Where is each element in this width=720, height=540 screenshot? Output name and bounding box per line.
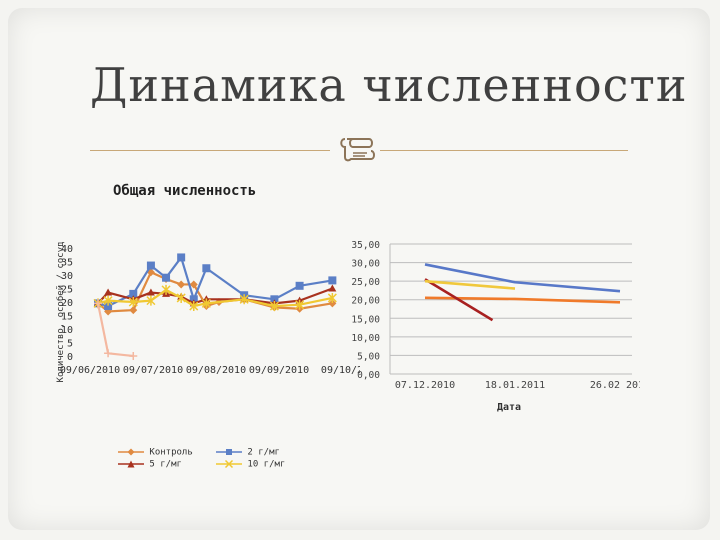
right-series-line <box>424 263 621 293</box>
left-data-point <box>189 301 199 312</box>
scroll-ornament-icon <box>340 138 375 162</box>
right-y-tick-label: 25,00 <box>351 277 380 288</box>
left-y-tick-label: 5 <box>67 339 73 350</box>
left-data-point <box>328 299 337 308</box>
left-y-tick-label: 35 <box>61 258 73 269</box>
right-x-axis-label: Дата <box>497 402 521 413</box>
left-data-point <box>129 306 138 315</box>
left-data-point <box>104 302 113 311</box>
left-data-point <box>201 298 211 309</box>
right-y-tick-label: 10,00 <box>351 333 380 344</box>
right-series-line <box>424 279 516 290</box>
right-line-chart: 0,00 5,00 10,00 15,00 20,00 25,00 30,00 35,00 07… <box>351 240 640 413</box>
title-rule-right <box>380 150 628 151</box>
right-series-line <box>424 278 494 322</box>
left-y-tick-label: 25 <box>61 285 73 296</box>
left-line-chart: Количество, особей / сосуд 0 5 10 15 20 25 30 35… <box>55 242 360 383</box>
left-x-tick-label: 09/06/2010 <box>60 365 120 376</box>
left-data-point <box>146 261 155 270</box>
left-data-point <box>146 268 155 277</box>
left-data-point <box>104 288 113 296</box>
left-data-point <box>328 284 337 292</box>
left-data-point <box>94 299 102 308</box>
left-series-line <box>97 288 333 308</box>
left-data-point <box>177 253 186 262</box>
right-y-tick-label: 20,00 <box>351 296 380 307</box>
right-x-tick-label: 07.12.2010 <box>395 380 455 391</box>
left-data-point <box>295 281 304 290</box>
left-x-tick-label: 09/09/2010 <box>249 365 309 376</box>
title-rule-left <box>90 150 330 151</box>
legend-item-5g: 5 г/мг <box>118 459 182 470</box>
right-y-tick-label: 0,00 <box>357 370 380 381</box>
left-data-point <box>129 289 138 298</box>
left-data-point <box>270 295 279 304</box>
legend-label-10g: 10 г/мг <box>247 459 286 470</box>
left-y-axis-label: Количество, особей / сосуд <box>55 242 66 383</box>
legend-item-10g: 10 г/мг <box>216 459 285 470</box>
legend-item-control: Контроль <box>118 447 193 458</box>
left-data-point <box>328 276 337 285</box>
right-x-tick-label: 18.01.2011 <box>485 380 545 391</box>
legend-label-2g: 2 г/мг <box>247 447 280 458</box>
left-data-point <box>161 284 171 295</box>
left-data-point <box>189 295 198 304</box>
slide-frame <box>8 8 710 530</box>
left-data-point <box>239 294 249 305</box>
left-chart-legend: Контроль 2 г/мг 5 г/мг 10 г/мг <box>118 447 318 473</box>
right-x-tick-label: 26.02 2011 <box>590 380 640 391</box>
left-x-tick-label: 09/07/2010 <box>123 365 183 376</box>
left-data-point <box>177 280 186 289</box>
left-y-tick-label: 10 <box>61 325 73 336</box>
right-y-tick-label: 15,00 <box>351 314 380 325</box>
left-y-tick-label: 15 <box>61 312 73 323</box>
slide-title: Динамика численности <box>90 58 688 112</box>
left-series-line <box>97 256 333 308</box>
left-data-point <box>327 292 337 303</box>
left-data-point <box>295 299 305 310</box>
legend-label-control: Контроль <box>149 447 193 458</box>
left-data-point <box>128 297 138 307</box>
left-chart-title: Общая численность <box>113 183 257 199</box>
left-y-tick-label: 40 <box>61 244 73 255</box>
right-y-tick-label: 5,00 <box>357 351 380 362</box>
legend-label-5g: 5 г/мг <box>149 459 182 470</box>
legend-item-2g: 2 г/мг <box>216 447 280 458</box>
left-data-point <box>146 295 156 306</box>
left-data-point <box>162 273 171 282</box>
left-data-point <box>189 280 198 289</box>
left-data-point <box>146 288 155 296</box>
left-y-tick-label: 30 <box>61 271 73 282</box>
left-data-point <box>104 349 113 358</box>
left-x-tick-label: 09/10/2 <box>321 365 360 376</box>
left-y-tick-label: 0 <box>67 352 73 363</box>
left-x-tick-label: 09/08/2010 <box>186 365 246 376</box>
left-data-point <box>269 301 279 312</box>
left-data-point <box>202 264 211 273</box>
left-y-tick-label: 20 <box>61 298 73 309</box>
right-y-tick-label: 30,00 <box>351 259 380 270</box>
left-data-point <box>176 292 186 303</box>
right-y-tick-label: 35,00 <box>351 240 380 251</box>
left-data-point <box>129 352 138 360</box>
left-data-point <box>103 295 113 306</box>
